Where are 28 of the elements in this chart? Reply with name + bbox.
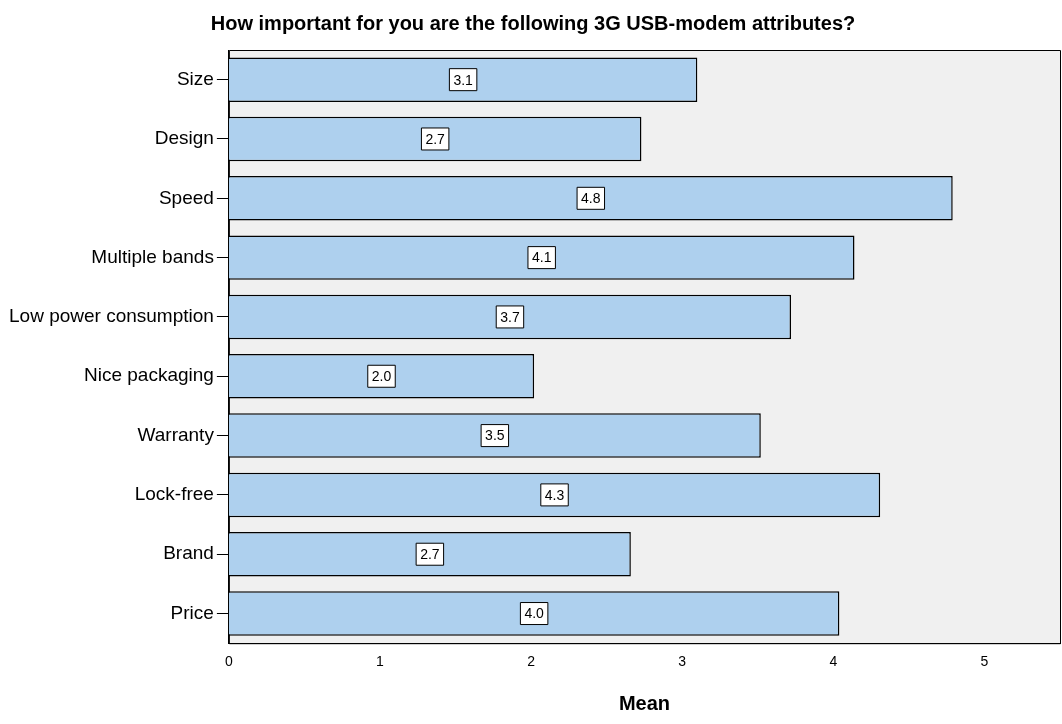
data-label: 4.8 xyxy=(581,190,601,207)
x-tick-label: 1 xyxy=(376,653,385,670)
data-label: 2.7 xyxy=(420,546,440,563)
data-label: 3.7 xyxy=(500,308,520,325)
y-tick-label: Warranty xyxy=(137,423,215,445)
x-tick-label: 0 xyxy=(224,653,233,670)
y-tick-label: Speed xyxy=(158,186,214,208)
data-label: 4.3 xyxy=(544,486,565,503)
y-tick-label: Lock-free xyxy=(134,483,214,505)
y-tick-label: Size xyxy=(176,67,214,89)
x-tick-label: 3 xyxy=(678,653,687,670)
data-label: 4.1 xyxy=(531,249,552,266)
y-tick-label: Price xyxy=(170,601,214,623)
x-tick-label: 4 xyxy=(829,653,838,670)
y-tick-label: Brand xyxy=(163,542,214,564)
y-tick-label: Low power consumption xyxy=(9,305,214,327)
data-label: 2.7 xyxy=(425,130,446,147)
data-label: 2.0 xyxy=(371,368,392,385)
data-label: 4.0 xyxy=(524,605,545,622)
x-axis-title: Mean xyxy=(618,691,671,714)
y-tick-label: Design xyxy=(154,127,214,149)
chart-title: How important for you are the following 3G USB-modem attributes? xyxy=(210,11,856,34)
data-label: 3.5 xyxy=(485,427,505,444)
x-tick-label: 5 xyxy=(980,653,989,670)
data-label: 3.1 xyxy=(453,71,474,88)
x-tick-label: 2 xyxy=(527,653,536,670)
y-tick-label: Nice packaging xyxy=(83,364,214,386)
y-tick-label: Multiple bands xyxy=(91,245,214,267)
